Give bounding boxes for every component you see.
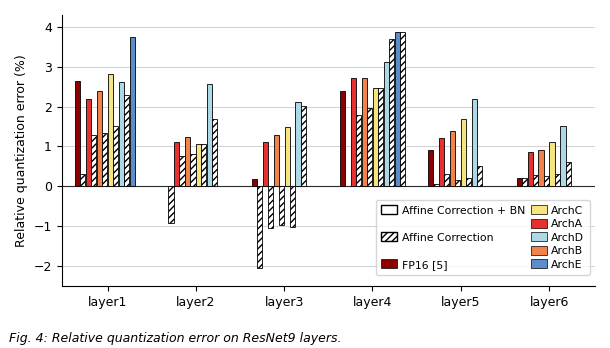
Bar xyxy=(367,108,372,186)
Bar xyxy=(544,176,549,186)
Bar xyxy=(185,136,190,186)
Bar xyxy=(124,95,129,186)
Bar xyxy=(174,142,179,186)
Bar xyxy=(539,150,544,186)
Bar xyxy=(528,152,533,186)
Bar xyxy=(351,78,356,186)
Bar xyxy=(201,144,206,186)
Text: Fig. 4: Relative quantization error on ResNet9 layers.: Fig. 4: Relative quantization error on R… xyxy=(9,332,342,345)
Bar xyxy=(477,166,483,186)
Bar xyxy=(273,135,279,186)
Y-axis label: Relative quantization error (%): Relative quantization error (%) xyxy=(15,54,28,247)
Bar xyxy=(561,126,565,186)
Bar xyxy=(91,135,96,186)
Legend: Affine Correction + BN, , Affine Correction, , FP16 [5], ArchC, ArchA, ArchD, Ar: Affine Correction + BN, , Affine Correct… xyxy=(376,200,590,275)
Bar xyxy=(263,142,268,186)
Bar xyxy=(75,81,80,186)
Bar xyxy=(356,116,361,186)
Bar xyxy=(439,138,444,186)
Bar xyxy=(284,127,290,186)
Bar xyxy=(466,178,472,186)
Bar xyxy=(400,32,405,186)
Bar xyxy=(384,62,389,186)
Bar xyxy=(207,84,212,186)
Bar xyxy=(268,186,273,228)
Bar xyxy=(434,184,439,186)
Bar xyxy=(389,39,394,186)
Bar xyxy=(455,180,461,186)
Bar xyxy=(461,119,466,186)
Bar xyxy=(119,82,124,186)
Bar xyxy=(252,179,257,186)
Bar xyxy=(97,91,102,186)
Bar xyxy=(554,174,560,186)
Bar xyxy=(522,178,527,186)
Bar xyxy=(168,186,174,223)
Bar xyxy=(362,78,367,186)
Bar xyxy=(550,142,554,186)
Bar xyxy=(279,186,284,226)
Bar xyxy=(290,186,295,227)
Bar xyxy=(472,100,477,186)
Bar xyxy=(190,154,196,186)
Bar xyxy=(395,32,400,186)
Bar xyxy=(130,37,135,186)
Bar xyxy=(517,178,522,186)
Bar xyxy=(212,119,217,186)
Bar xyxy=(565,161,570,186)
Bar xyxy=(257,186,262,268)
Bar xyxy=(340,91,345,186)
Bar xyxy=(102,133,107,186)
Bar xyxy=(86,99,91,186)
Bar xyxy=(373,87,378,186)
Bar xyxy=(378,87,383,186)
Bar xyxy=(113,126,118,186)
Bar xyxy=(450,130,455,186)
Bar xyxy=(295,102,301,186)
Bar xyxy=(196,144,201,186)
Bar xyxy=(428,150,434,186)
Bar xyxy=(108,74,113,186)
Bar xyxy=(179,157,185,186)
Bar xyxy=(80,174,85,186)
Bar xyxy=(301,106,306,186)
Bar xyxy=(444,174,450,186)
Bar xyxy=(533,175,538,186)
